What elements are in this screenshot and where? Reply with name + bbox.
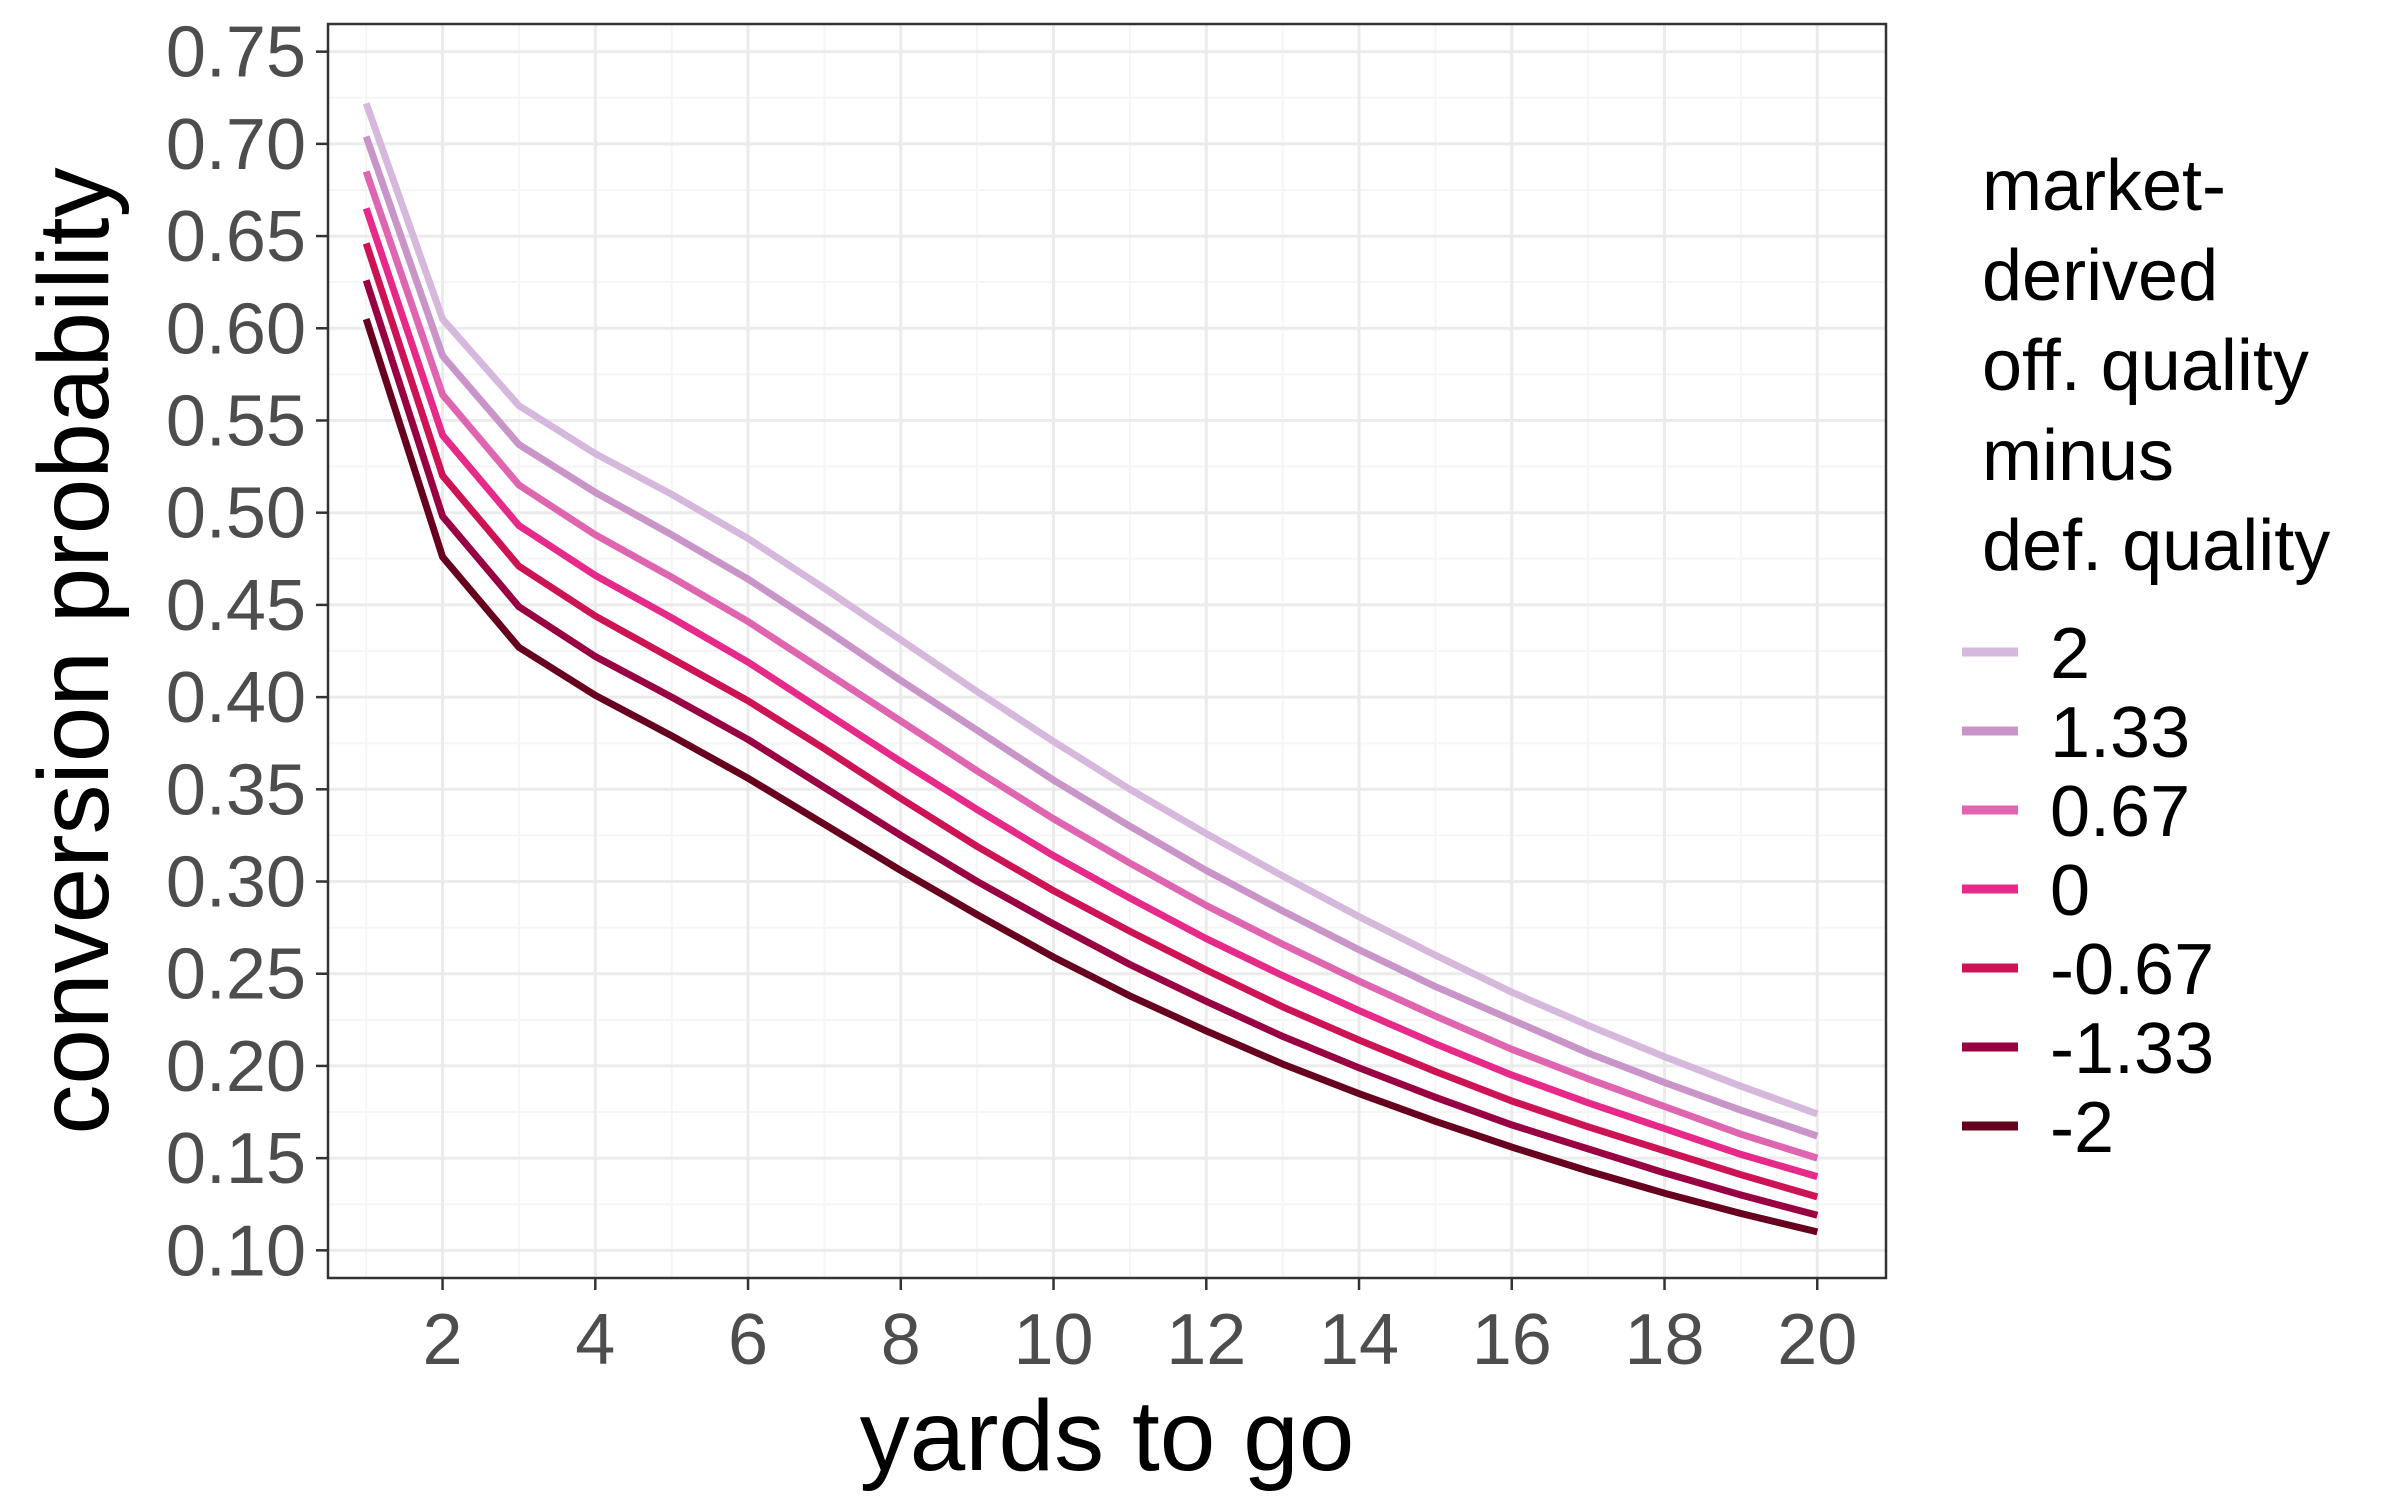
y-tick-label: 0.50 [166, 474, 306, 554]
legend-title-line: minus [1982, 416, 2174, 496]
y-tick-label: 0.45 [166, 566, 306, 646]
y-tick-label: 0.65 [166, 197, 306, 277]
x-tick-label: 14 [1319, 1300, 1399, 1380]
x-tick-label: 2 [423, 1300, 463, 1380]
grid [328, 24, 1886, 1278]
series-line--1.33 [362, 279, 1819, 1219]
legend-item: -2 [1962, 1088, 2114, 1168]
x-tick-label: 12 [1166, 1300, 1246, 1380]
legend-label: 0.67 [2050, 772, 2190, 852]
y-tick-label: 0.60 [166, 289, 306, 369]
y-tick-label: 0.30 [166, 843, 306, 923]
legend-item: 1.33 [1962, 693, 2190, 773]
legend-label: -2 [2050, 1088, 2114, 1168]
series-line-2 [362, 102, 1819, 1118]
legend-item: -0.67 [1962, 930, 2214, 1010]
y-tick-label: 0.55 [166, 381, 306, 461]
y-axis-title: conversion probability [18, 167, 130, 1134]
legend-label: -1.33 [2050, 1009, 2214, 1089]
y-tick-label: 0.40 [166, 658, 306, 738]
legend-label: 0 [2050, 851, 2090, 931]
legend-label: 1.33 [2050, 693, 2190, 773]
legend-item: 2 [1962, 614, 2090, 694]
legend-label: -0.67 [2050, 930, 2214, 1010]
legend: market-derived off. quality minus def. qual… [1962, 146, 2330, 1168]
legend-title-line: def. quality [1982, 506, 2330, 586]
y-tick-label: 0.35 [166, 750, 306, 830]
legend-title-line: off. quality [1982, 326, 2309, 406]
legend-title: market-derived off. quality minus def. qual… [1982, 146, 2330, 586]
legend-label: 2 [2050, 614, 2090, 694]
legend-item: 0.67 [1962, 772, 2190, 852]
series-lines [362, 102, 1819, 1236]
series-line--0.67 [362, 242, 1819, 1201]
y-tick-label: 0.70 [166, 105, 306, 185]
y-axis: 0.10 0.15 0.20 0.25 0.30 0.35 0.40 0.45 0.50 0.55… [166, 13, 328, 1291]
x-tick-label: 8 [881, 1300, 921, 1380]
y-tick-label: 0.25 [166, 935, 306, 1015]
y-tick-label: 0.10 [166, 1211, 306, 1291]
series-line-0.67 [362, 170, 1819, 1162]
y-tick-label: 0.75 [166, 13, 306, 93]
legend-item: 0 [1962, 851, 2090, 931]
y-tick-label: 0.15 [166, 1119, 306, 1199]
y-tick-label: 0.20 [166, 1027, 306, 1107]
x-tick-label: 6 [728, 1300, 768, 1380]
x-axis: 2 4 6 8 10 12 14 16 18 20 [423, 1278, 1857, 1380]
x-tick-label: 20 [1777, 1300, 1857, 1380]
series-line--2 [362, 318, 1819, 1236]
legend-items: 21.330.670-0.67-1.33-2 [1962, 614, 2214, 1168]
x-tick-label: 16 [1472, 1300, 1552, 1380]
x-tick-label: 4 [575, 1300, 615, 1380]
x-tick-label: 10 [1013, 1300, 1093, 1380]
series-line-0 [362, 207, 1819, 1180]
x-axis-title: yards to go [860, 1380, 1355, 1492]
series-line-1.33 [362, 135, 1819, 1140]
legend-item: -1.33 [1962, 1009, 2214, 1089]
legend-title-line: market- [1982, 146, 2226, 226]
legend-title-line: derived [1982, 236, 2218, 316]
x-tick-label: 18 [1624, 1300, 1704, 1380]
plot-panel [326, 22, 1888, 1280]
